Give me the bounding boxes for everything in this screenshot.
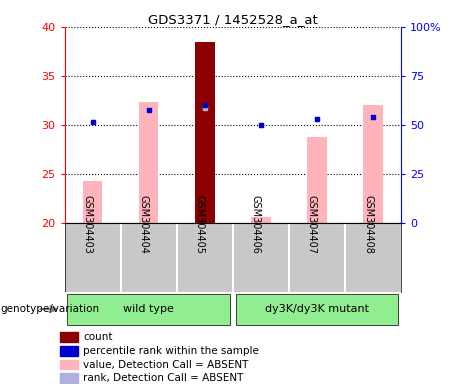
Text: GSM304408: GSM304408 — [363, 195, 373, 253]
Text: GSM304407: GSM304407 — [307, 195, 317, 253]
Bar — [60, 333, 78, 342]
Text: count: count — [83, 332, 112, 342]
Text: GSM304406: GSM304406 — [251, 195, 261, 253]
Bar — [195, 105, 214, 223]
Text: GSM304403: GSM304403 — [83, 195, 93, 253]
Bar — [60, 360, 78, 369]
Bar — [83, 180, 102, 223]
Bar — [363, 105, 383, 223]
Text: genotype/variation: genotype/variation — [0, 304, 99, 314]
Bar — [307, 137, 327, 223]
Bar — [139, 102, 159, 223]
Text: percentile rank within the sample: percentile rank within the sample — [83, 346, 259, 356]
Bar — [60, 346, 78, 356]
Bar — [195, 41, 214, 223]
Bar — [67, 293, 230, 325]
Title: GDS3371 / 1452528_a_at: GDS3371 / 1452528_a_at — [148, 13, 318, 26]
Bar — [251, 217, 271, 223]
Text: GSM304404: GSM304404 — [139, 195, 148, 253]
Text: GSM304405: GSM304405 — [195, 195, 205, 253]
Text: rank, Detection Call = ABSENT: rank, Detection Call = ABSENT — [83, 373, 243, 383]
Text: wild type: wild type — [123, 304, 174, 314]
Text: dy3K/dy3K mutant: dy3K/dy3K mutant — [265, 304, 369, 314]
Bar — [236, 293, 398, 325]
Bar — [60, 373, 78, 383]
Text: value, Detection Call = ABSENT: value, Detection Call = ABSENT — [83, 360, 248, 370]
